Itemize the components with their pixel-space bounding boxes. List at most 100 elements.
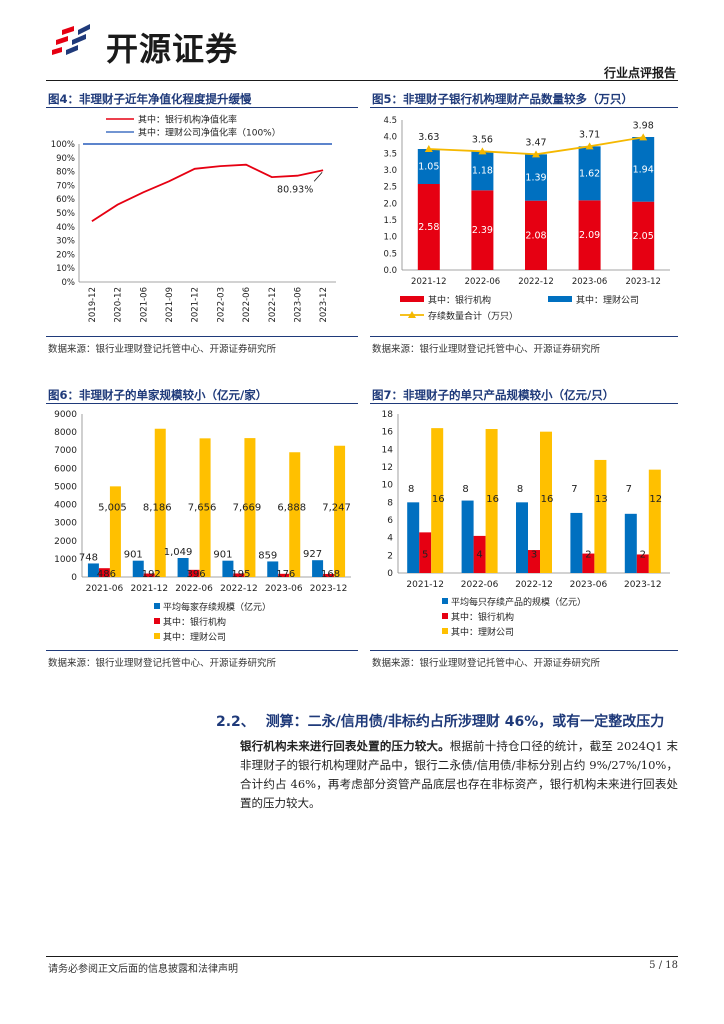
bar-label: 8 xyxy=(408,484,414,495)
bar xyxy=(177,558,189,577)
bar xyxy=(233,573,245,577)
bar xyxy=(540,431,552,573)
y-tick-label: 2.5 xyxy=(383,183,397,193)
bar-label: 3 xyxy=(531,550,537,561)
bar-label-bank: 2.08 xyxy=(525,230,546,241)
y-tick-label: 5000 xyxy=(54,482,77,492)
bar-wealth-co xyxy=(471,151,494,191)
fig5-title-rule xyxy=(370,107,678,108)
total-label: 3.47 xyxy=(525,137,546,148)
bar xyxy=(188,569,200,577)
bar-bank xyxy=(632,201,655,270)
legend-swatch xyxy=(400,296,424,302)
y-tick-label: 8 xyxy=(387,498,393,508)
fig7-bottom-rule xyxy=(370,650,678,651)
y-tick-label: 40% xyxy=(56,223,75,233)
bar-label: 1,049 xyxy=(164,547,193,558)
total-marker xyxy=(424,145,433,152)
total-label: 3.71 xyxy=(579,129,600,140)
bar-label: 859 xyxy=(258,550,277,561)
bar-label: 8 xyxy=(517,484,523,495)
y-tick-label: 1.5 xyxy=(383,216,397,226)
section-number: 2.2、 xyxy=(216,714,255,730)
bar-wealth-co xyxy=(632,137,655,202)
bar-label: 6,888 xyxy=(277,502,306,513)
fig6-bottom-rule xyxy=(46,650,358,651)
bar xyxy=(431,428,444,573)
legend-label: 其中：理财公司 xyxy=(163,631,226,643)
bar-label-bank: 2.39 xyxy=(472,225,493,236)
bar-label: 7 xyxy=(626,484,632,495)
fig5-source: 数据来源：银行业理财登记托管中心、开源证券研究所 xyxy=(372,344,601,355)
x-tick-label: 2022-12 xyxy=(220,584,258,594)
y-tick-label: 70% xyxy=(56,181,75,191)
series-line xyxy=(91,163,324,223)
x-tick-label: 2021-06 xyxy=(139,287,149,323)
bar xyxy=(312,560,324,577)
x-tick-label: 2021-09 xyxy=(165,287,175,323)
bar xyxy=(570,512,583,573)
bar-label: 12 xyxy=(649,494,662,505)
company-name: 开源证券 xyxy=(106,30,239,68)
logo: 开源证券 xyxy=(48,20,238,68)
bar-label: 16 xyxy=(541,494,554,505)
bar-wealth-co xyxy=(417,149,440,184)
legend-label: 其中：银行机构 xyxy=(163,616,226,628)
bar-label: 927 xyxy=(303,549,322,560)
y-tick-label: 60% xyxy=(56,195,75,205)
y-tick-label: 10 xyxy=(382,481,394,491)
x-tick-label: 2021-12 xyxy=(191,287,201,323)
bar-label: 16 xyxy=(486,494,499,505)
footer-rule xyxy=(46,956,678,957)
bar xyxy=(419,532,432,573)
legend-label: 存续数量合计（万只） xyxy=(428,310,518,322)
section-title: 测算：二永/信用债/非标约占所涉理财 46%，或有一定整改压力 xyxy=(265,714,665,730)
paragraph-lead: 银行机构未来进行回表处置的压力较大。 xyxy=(240,739,450,753)
bar-label: 195 xyxy=(231,569,250,580)
bar-label: 748 xyxy=(79,552,98,563)
report-type: 行业点评报告 xyxy=(603,66,676,80)
bar-label: 4 xyxy=(476,550,482,561)
bar xyxy=(109,486,121,577)
bar-label-wealth-co: 1.94 xyxy=(633,164,654,175)
section-heading: 2.2、 测算：二永/信用债/非标约占所涉理财 46%，或有一定整改压力 xyxy=(216,711,664,731)
y-tick-label: 8000 xyxy=(54,428,77,438)
x-tick-label: 2021-12 xyxy=(411,277,447,287)
total-marker xyxy=(639,133,648,141)
bar xyxy=(289,452,301,577)
bar-label-wealth-co: 1.18 xyxy=(472,166,493,177)
bar-bank xyxy=(417,184,440,270)
y-tick-label: 2.0 xyxy=(383,199,397,209)
bar xyxy=(143,573,155,577)
total-label: 3.98 xyxy=(633,120,654,131)
header-rule xyxy=(46,80,678,81)
bar-label: 2 xyxy=(585,550,591,561)
y-tick-label: 100% xyxy=(51,140,75,150)
y-tick-label: 0 xyxy=(71,573,77,583)
logo-mark-icon xyxy=(52,24,90,55)
y-tick-label: 2 xyxy=(387,551,393,561)
fig7-title: 图7：非理财子的单只产品规模较小（亿元/只） xyxy=(372,388,615,402)
y-tick-label: 7000 xyxy=(54,446,77,456)
y-tick-label: 12 xyxy=(382,463,393,473)
fig7-title-rule xyxy=(370,403,678,404)
bar-label-bank: 2.09 xyxy=(579,230,600,241)
legend-swatch xyxy=(154,633,160,639)
x-tick-label: 2022-12 xyxy=(268,287,278,323)
footer-disclaimer: 请务必参阅正文后面的信息披露和法律声明 xyxy=(48,964,238,975)
y-tick-label: 0.5 xyxy=(383,249,397,259)
y-tick-label: 6 xyxy=(387,516,393,526)
x-tick-label: 2022-12 xyxy=(518,277,554,287)
y-tick-label: 0.0 xyxy=(383,266,397,276)
legend-swatch xyxy=(154,618,160,624)
x-tick-label: 2019-12 xyxy=(88,287,98,323)
y-tick-label: 18 xyxy=(382,410,394,420)
bar-wealth-co xyxy=(525,154,547,201)
page-number: 5 / 18 xyxy=(649,960,678,971)
total-marker xyxy=(532,150,540,158)
legend-label: 其中：理财公司 xyxy=(451,626,514,638)
bar xyxy=(648,469,661,573)
fig4-title: 图4：非理财子近年净值化程度提升缓慢 xyxy=(48,92,252,106)
y-tick-label: 3000 xyxy=(54,519,77,529)
x-tick-label: 2022-12 xyxy=(515,580,553,590)
